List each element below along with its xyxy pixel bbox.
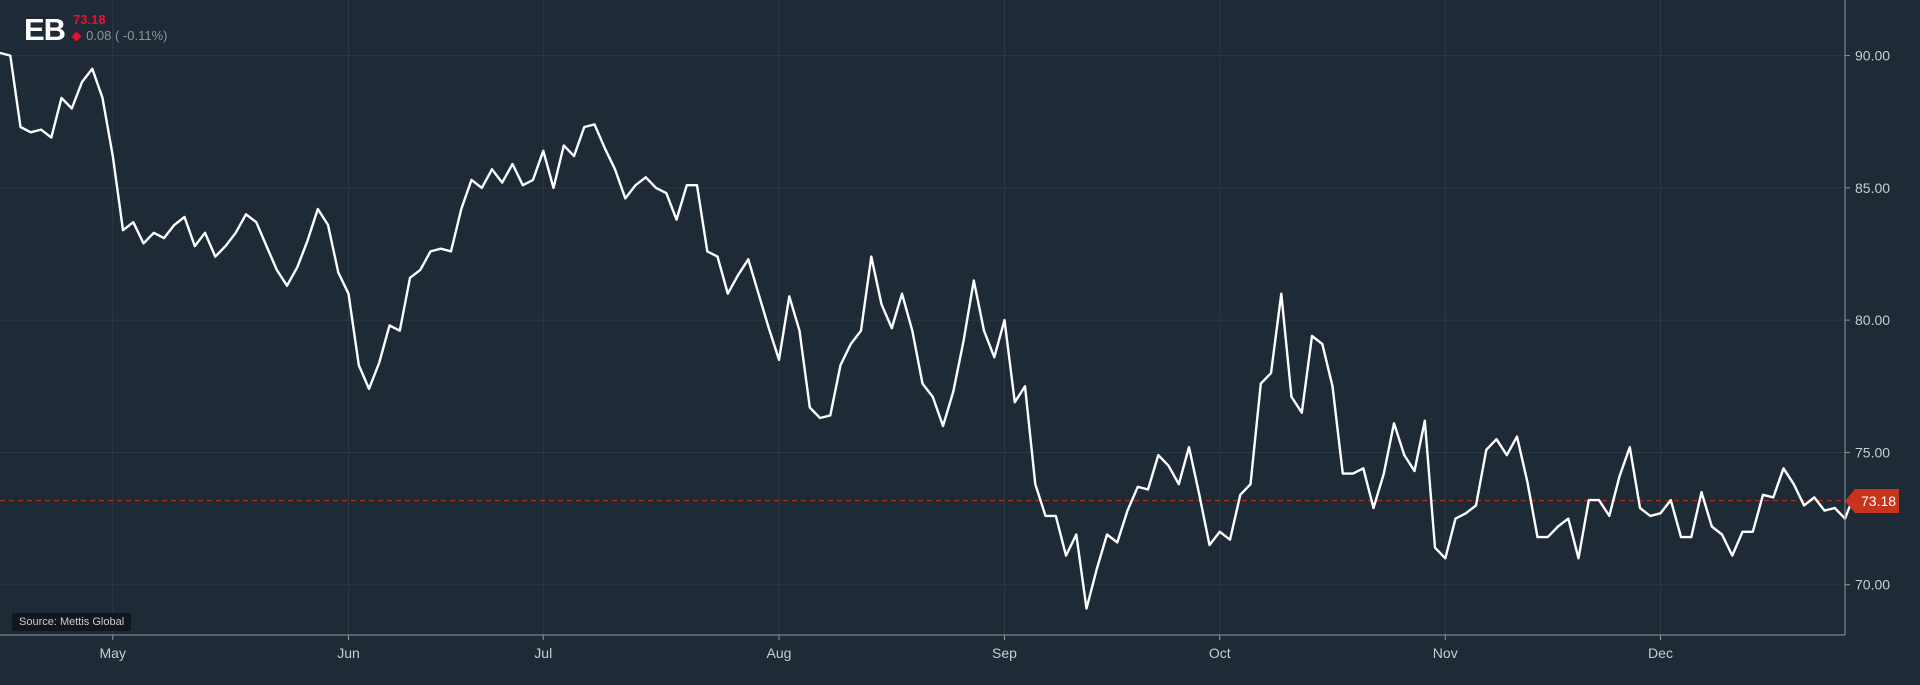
y-tick-label: 75.00 <box>1855 444 1890 460</box>
x-tick-label: Dec <box>1648 645 1673 661</box>
x-tick-label: Jun <box>337 645 360 661</box>
grid <box>0 0 1845 635</box>
x-axis-tick-labels: May Jun Jul Aug Sep Oct Nov Dec <box>100 645 1673 661</box>
price-series-line <box>0 51 1876 610</box>
ticker-symbol: EB <box>24 12 66 47</box>
x-tick-label: Sep <box>992 645 1017 661</box>
x-tick-label: Aug <box>767 645 792 661</box>
last-price-badge: 73.18 <box>1845 488 1899 513</box>
axes <box>0 0 1850 640</box>
x-tick-label: Jul <box>534 645 552 661</box>
y-axis-tick-labels: 70.00 75.00 80.00 85.00 90.00 <box>1855 48 1890 593</box>
y-tick-label: 90.00 <box>1855 48 1890 64</box>
source-label: Source: Mettis Global <box>12 613 132 631</box>
ticker-change: 0.08 ( -0.11%) <box>86 28 168 44</box>
x-tick-label: May <box>100 645 126 661</box>
ticker-header: EB 73.18 0.08 ( -0.11%) <box>24 10 168 45</box>
x-tick-label: Oct <box>1209 645 1231 661</box>
y-tick-label: 80.00 <box>1855 312 1890 328</box>
ticker-price: 73.18 <box>73 12 106 27</box>
y-tick-label: 70.00 <box>1855 577 1890 593</box>
x-tick-label: Nov <box>1433 645 1458 661</box>
ticker-quote: 73.18 0.08 ( -0.11%) <box>71 10 168 45</box>
ticker-change-row: 0.08 ( -0.11%) <box>71 28 168 44</box>
diamond-down-icon <box>71 31 82 42</box>
y-tick-label: 85.00 <box>1855 180 1890 196</box>
